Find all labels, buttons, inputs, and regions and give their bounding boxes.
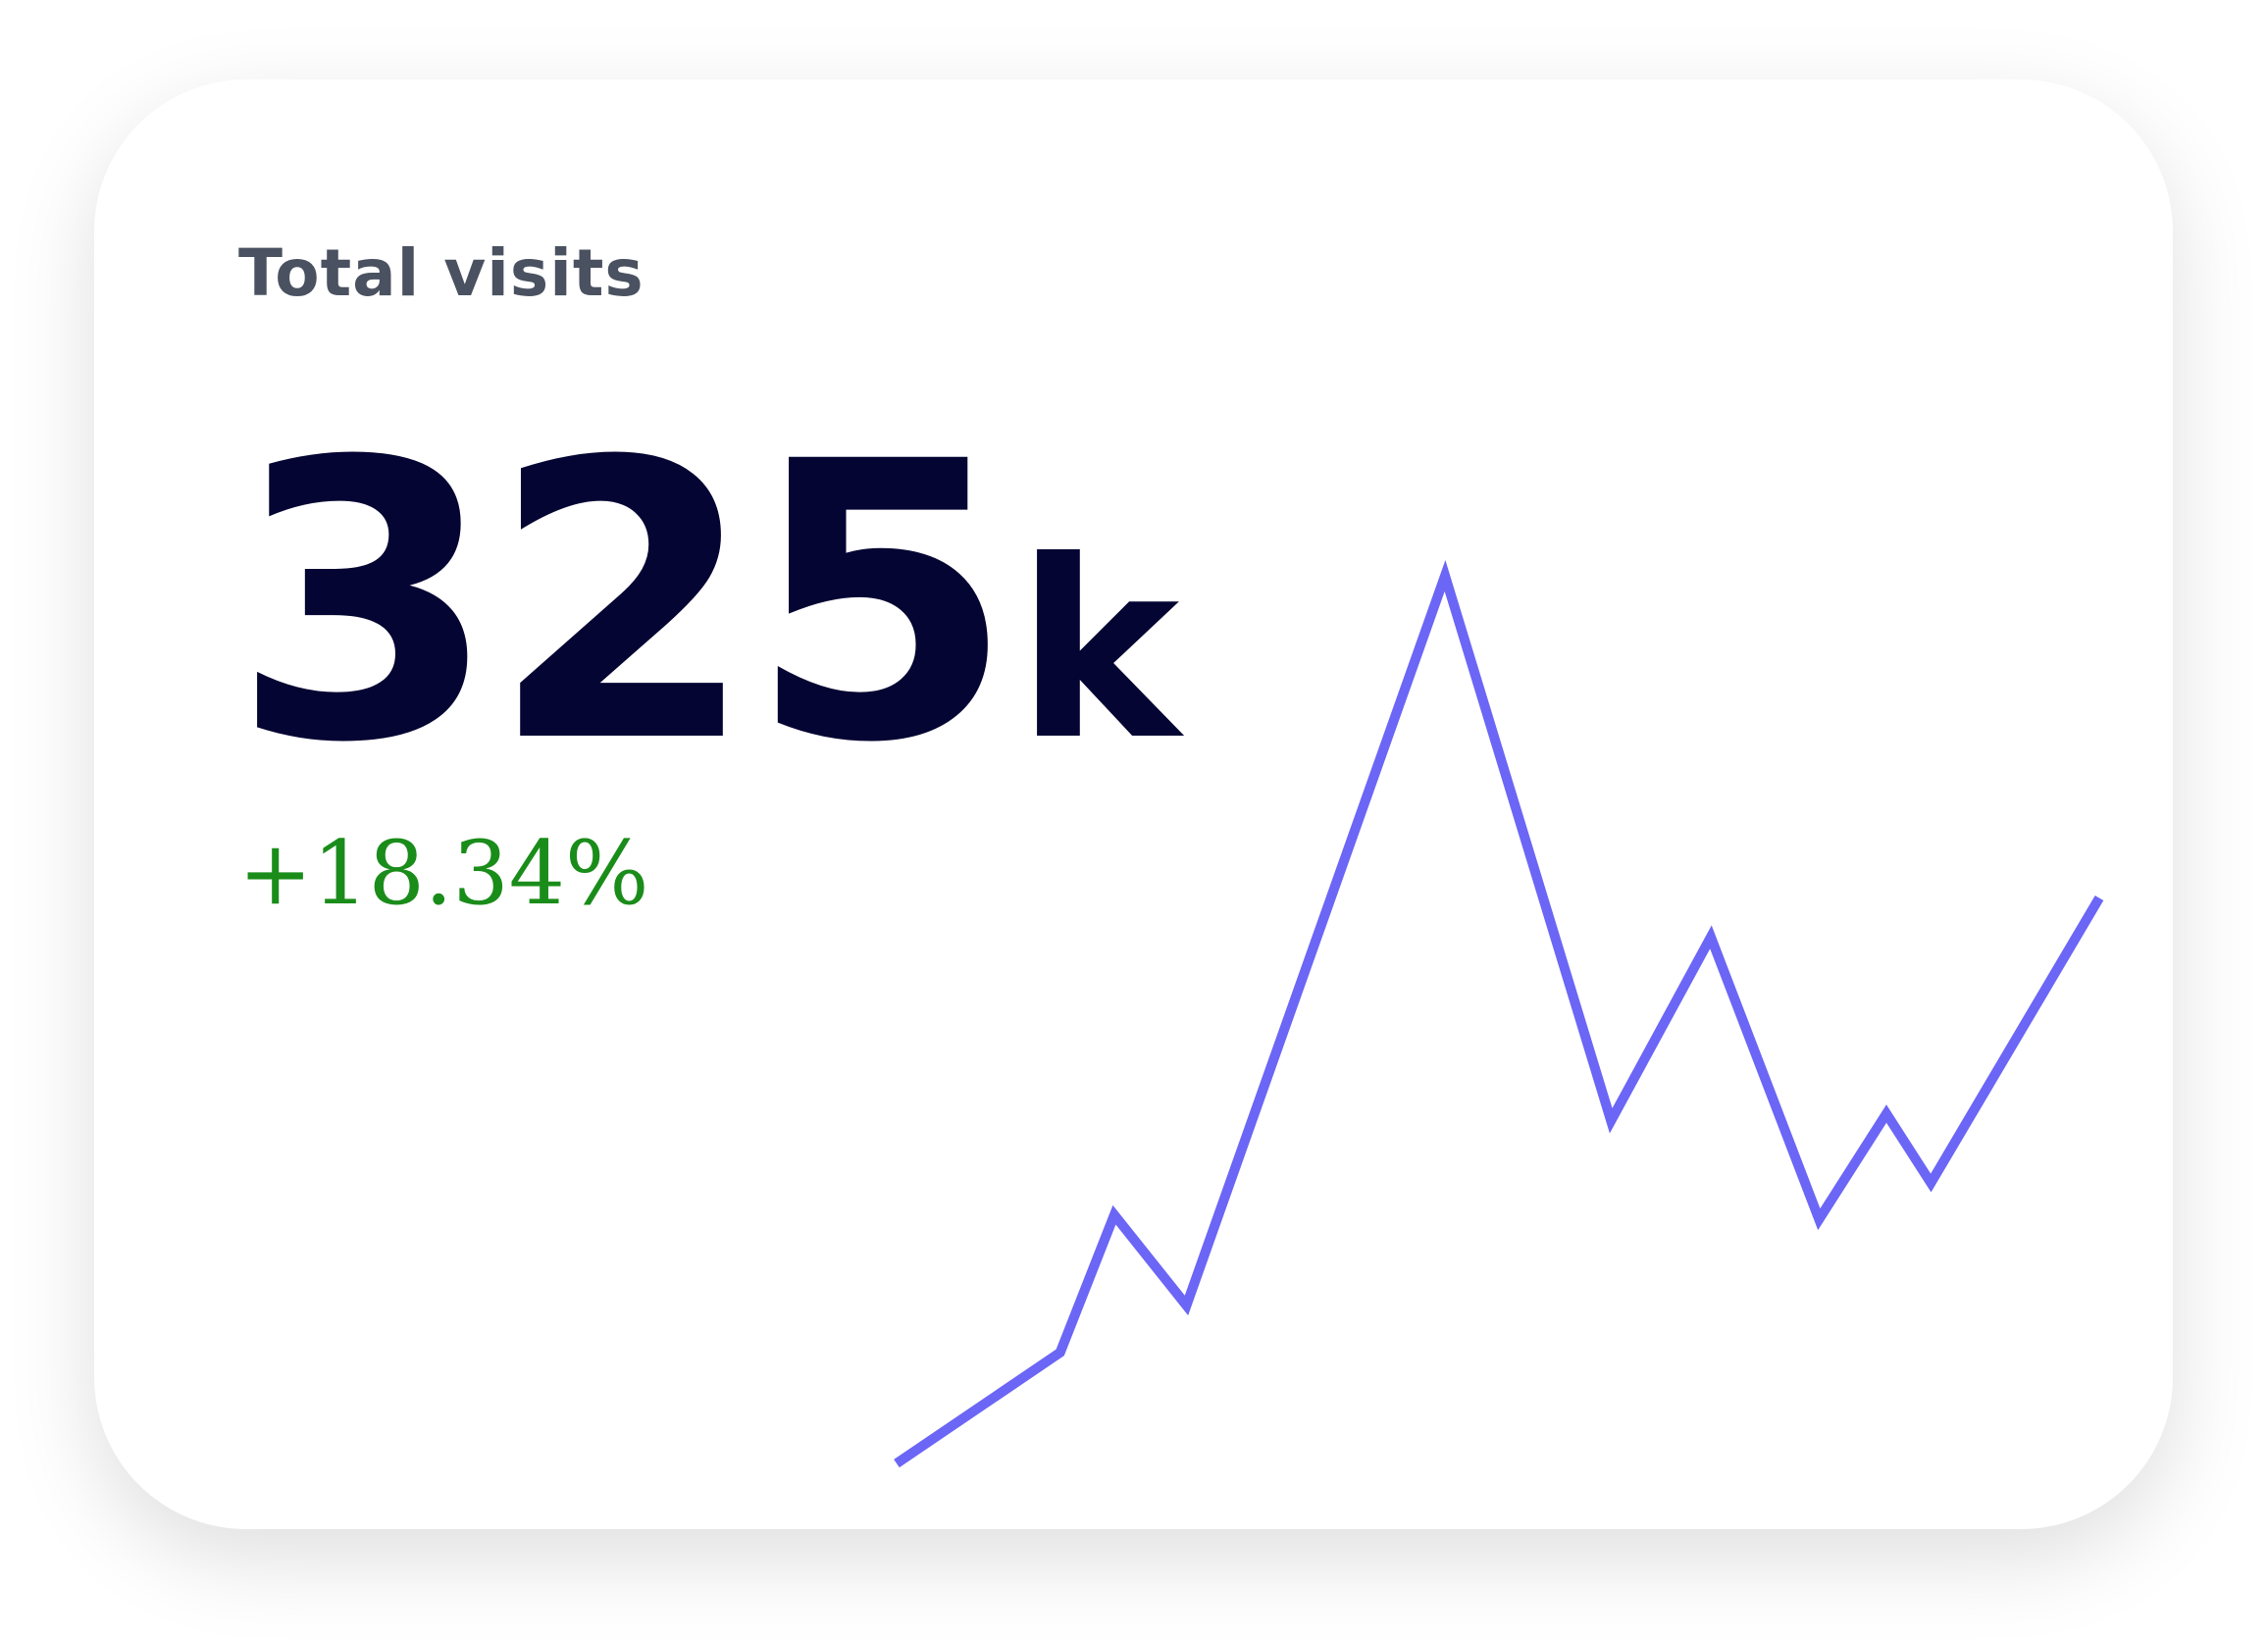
kpi-number: 325 [232,381,1014,826]
kpi-change: +18.34% [238,822,649,925]
kpi-unit: k [1016,508,1180,794]
kpi-card [94,79,2173,1529]
card-title: Total visits [238,235,644,311]
sparkline-path [894,560,2104,1468]
kpi-value: 325k [232,412,1179,794]
